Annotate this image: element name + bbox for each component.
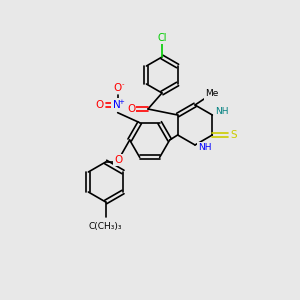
Text: N: N bbox=[113, 100, 121, 110]
Text: +: + bbox=[119, 99, 124, 105]
Text: NH: NH bbox=[216, 106, 229, 116]
Text: NH: NH bbox=[198, 143, 212, 152]
Text: O: O bbox=[114, 83, 122, 93]
Text: O: O bbox=[127, 104, 135, 114]
Text: Me: Me bbox=[205, 89, 219, 98]
Text: O: O bbox=[96, 100, 104, 110]
Text: S: S bbox=[230, 130, 237, 140]
Text: -: - bbox=[122, 82, 124, 88]
Text: C(CH₃)₃: C(CH₃)₃ bbox=[89, 221, 122, 230]
Text: O: O bbox=[115, 155, 123, 165]
Text: Cl: Cl bbox=[157, 33, 167, 43]
